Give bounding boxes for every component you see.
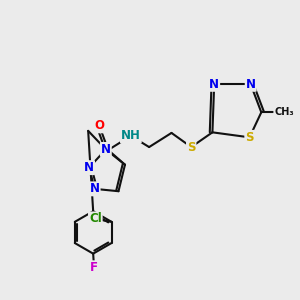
Text: N: N [246,78,256,91]
Text: F: F [90,261,98,274]
Text: NH: NH [121,129,141,142]
Text: N: N [84,161,94,174]
Text: Cl: Cl [89,212,102,225]
Text: N: N [101,143,111,156]
Text: N: N [90,182,100,195]
Text: S: S [187,141,196,154]
Text: S: S [245,131,254,144]
Text: CH₃: CH₃ [274,107,294,117]
Text: O: O [94,119,104,132]
Text: N: N [209,78,219,91]
